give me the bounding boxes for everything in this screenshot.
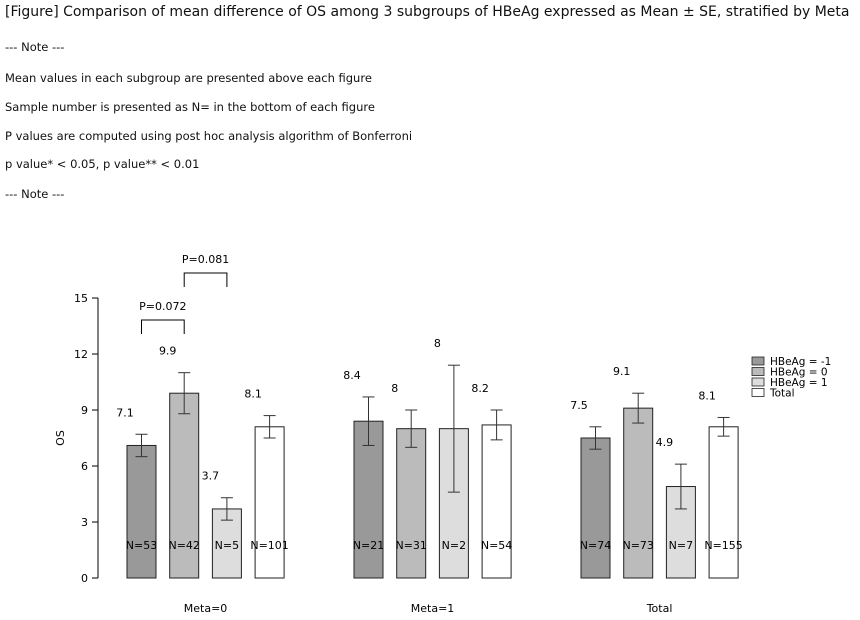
bar bbox=[481, 424, 512, 579]
y-tick-label: 0 bbox=[81, 572, 88, 585]
bar bbox=[353, 420, 384, 579]
data-label: 3.7 bbox=[202, 470, 220, 483]
bar bbox=[396, 428, 427, 579]
data-label: 8 bbox=[434, 337, 441, 350]
data-label: 8 bbox=[391, 382, 398, 395]
data-label: 8.1 bbox=[244, 388, 262, 401]
significance-bracket bbox=[183, 272, 228, 287]
p-value-label: P=0.081 bbox=[182, 253, 229, 266]
legend-label: HBeAg = -1 bbox=[770, 356, 831, 368]
legend-label: HBeAg = 0 bbox=[770, 367, 828, 379]
sample-size-label: N=5 bbox=[215, 539, 239, 552]
y-tick-label: 15 bbox=[74, 292, 88, 305]
y-tick-label: 3 bbox=[81, 516, 88, 529]
note-header: --- Note --- bbox=[5, 40, 65, 54]
data-label: 7.5 bbox=[570, 399, 588, 412]
sample-size-label: N=2 bbox=[442, 539, 466, 552]
data-label: 9.9 bbox=[159, 345, 177, 358]
legend-label: HBeAg = 1 bbox=[770, 377, 828, 389]
sample-size-label: N=31 bbox=[395, 539, 426, 552]
category-label: Total bbox=[646, 602, 673, 615]
bar bbox=[169, 392, 200, 579]
bar bbox=[580, 437, 611, 579]
y-tick-label: 9 bbox=[81, 404, 88, 417]
legend-swatch bbox=[751, 388, 765, 397]
bar bbox=[623, 407, 654, 579]
data-label: 9.1 bbox=[613, 365, 631, 378]
bar bbox=[254, 426, 285, 579]
note-p-values: P values are computed using post hoc ana… bbox=[5, 129, 413, 143]
y-tick-label: 6 bbox=[81, 460, 88, 473]
data-label: 8.1 bbox=[698, 389, 716, 402]
bar bbox=[708, 426, 739, 579]
data-label: 4.9 bbox=[656, 436, 674, 449]
sample-size-label: N=42 bbox=[168, 539, 199, 552]
legend-swatch bbox=[751, 367, 765, 376]
sample-size-label: N=21 bbox=[353, 539, 384, 552]
category-label: Meta=0 bbox=[184, 602, 228, 615]
category-label: Meta=1 bbox=[411, 602, 455, 615]
data-label: 7.1 bbox=[116, 406, 134, 419]
sample-size-label: N=7 bbox=[669, 539, 693, 552]
significance-bracket bbox=[141, 319, 185, 334]
note-mean-values: Mean values in each subgroup are present… bbox=[5, 71, 372, 85]
sample-size-label: N=155 bbox=[704, 539, 742, 552]
data-label: 8.2 bbox=[471, 382, 489, 395]
bar bbox=[126, 444, 157, 579]
note-sample-number: Sample number is presented as N= in the … bbox=[5, 100, 375, 114]
data-label: 8.4 bbox=[343, 369, 361, 382]
sample-size-label: N=74 bbox=[580, 539, 611, 552]
sample-size-label: N=53 bbox=[126, 539, 157, 552]
sample-size-label: N=54 bbox=[481, 539, 512, 552]
sample-size-label: N=73 bbox=[622, 539, 653, 552]
sample-size-label: N=101 bbox=[250, 539, 288, 552]
p-value-label: P=0.072 bbox=[139, 300, 186, 313]
y-tick-label: 12 bbox=[74, 348, 88, 361]
note-footer: --- Note --- bbox=[5, 187, 65, 201]
y-axis-label: OS bbox=[54, 430, 67, 446]
figure-title: [Figure] Comparison of mean difference o… bbox=[5, 4, 850, 20]
legend-swatch bbox=[751, 356, 765, 366]
legend-label: Total bbox=[769, 388, 795, 400]
legend-swatch bbox=[751, 377, 765, 387]
note-significance: p value* < 0.05, p value** < 0.01 bbox=[5, 157, 200, 171]
